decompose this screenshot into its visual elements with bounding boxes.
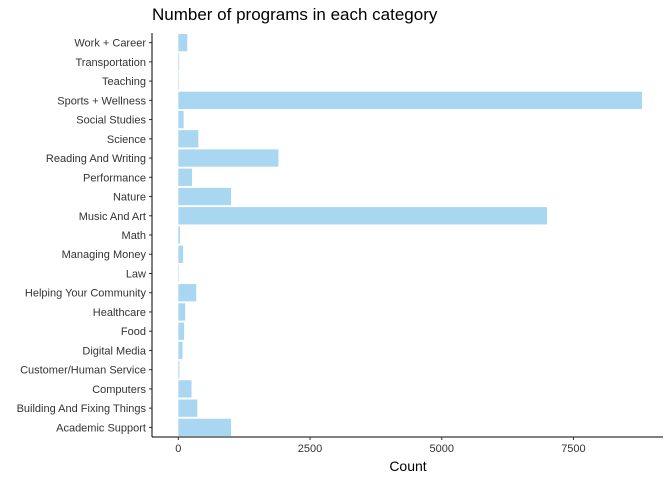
bar-teaching: [178, 72, 179, 90]
y-tick-label: Teaching: [102, 76, 146, 88]
bar-academic-support: [178, 418, 232, 437]
y-tick-label: Science: [107, 134, 146, 146]
bar-managing-money: [178, 245, 184, 263]
y-tick-label: Performance: [83, 172, 146, 184]
y-tick-label: Customer/Human Service: [20, 365, 146, 377]
y-tick-label: Food: [121, 326, 146, 338]
y-tick-label: Digital Media: [82, 345, 146, 357]
chart-title: Number of programs in each category: [152, 5, 438, 24]
bar-work-career: [178, 33, 188, 52]
y-tick-label: Computers: [92, 384, 146, 396]
bar-music-and-art: [178, 207, 548, 225]
bar-reading-and-writing: [178, 149, 279, 167]
y-tick-label: Nature: [113, 192, 146, 204]
bar-performance: [178, 168, 193, 186]
x-tick-label: 0: [175, 443, 181, 455]
bar-healthcare: [178, 303, 186, 321]
bar-sports-wellness: [178, 91, 642, 109]
y-axis: Academic Support Building And Fixing Thin…: [17, 33, 153, 437]
y-tick-label: Academic Support: [56, 422, 146, 434]
y-tick-label: Social Studies: [76, 115, 146, 127]
bar-helping-your-community: [178, 284, 197, 302]
y-tick-label: Reading And Writing: [46, 153, 146, 165]
bar-building-and-fixing-things: [178, 399, 198, 417]
x-tick-label: 2500: [298, 443, 322, 455]
y-tick-label: Transportation: [75, 57, 146, 69]
y-tick-label: Music And Art: [79, 211, 146, 223]
y-tick-label: Sports + Wellness: [57, 95, 146, 107]
y-tick-label: Work + Career: [74, 38, 146, 50]
x-axis: 0 2500 5000 7500: [152, 436, 663, 455]
bar-transportation: [178, 53, 180, 71]
y-tick-label: Helping Your Community: [25, 288, 147, 300]
x-tick-label: 7500: [561, 443, 585, 455]
bar-social-studies: [178, 110, 184, 129]
y-tick-label: Law: [126, 268, 146, 280]
bar-food: [178, 322, 185, 340]
bars-group: [178, 33, 642, 437]
y-tick-label: Managing Money: [62, 249, 147, 261]
bar-law: [178, 264, 179, 283]
bar-nature: [178, 187, 232, 206]
x-axis-label: Count: [389, 458, 426, 474]
bar-science: [178, 130, 199, 148]
y-tick-label: Building And Fixing Things: [17, 403, 147, 415]
bar-math: [178, 226, 180, 244]
bar-customer-human-service: [178, 361, 180, 379]
y-tick-label: Healthcare: [93, 307, 146, 319]
bar-computers: [178, 380, 192, 398]
bar-digital-media: [178, 341, 183, 360]
x-tick-label: 5000: [430, 443, 454, 455]
y-tick-label: Math: [122, 230, 146, 242]
